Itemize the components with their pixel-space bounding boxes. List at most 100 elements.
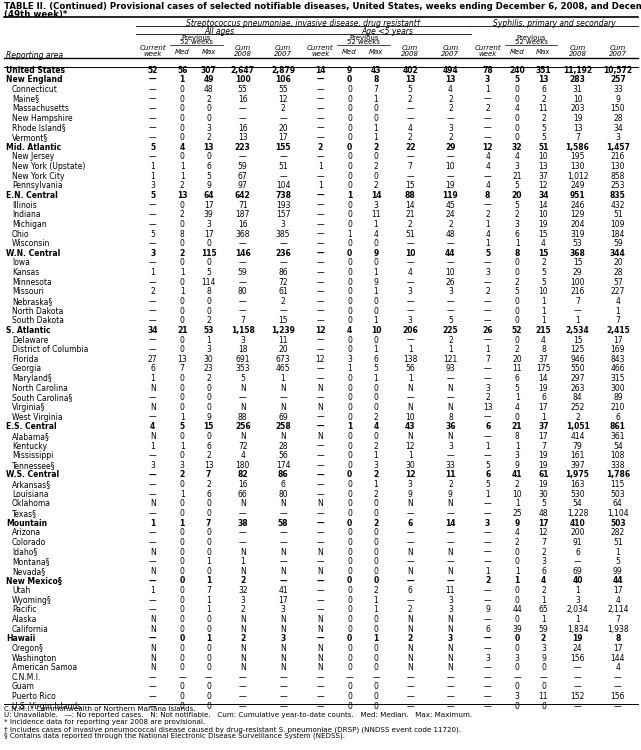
Text: 6: 6 bbox=[151, 364, 155, 374]
Text: 1: 1 bbox=[485, 220, 490, 229]
Text: N: N bbox=[280, 625, 286, 634]
Text: 2008: 2008 bbox=[234, 50, 252, 56]
Text: —: — bbox=[484, 586, 492, 595]
Text: 79: 79 bbox=[572, 442, 583, 451]
Text: 319: 319 bbox=[570, 230, 585, 238]
Text: 48: 48 bbox=[204, 85, 213, 94]
Text: 4: 4 bbox=[240, 452, 245, 460]
Text: 0: 0 bbox=[206, 259, 211, 268]
Text: 0: 0 bbox=[347, 307, 352, 316]
Text: 71: 71 bbox=[238, 200, 247, 209]
Text: 0: 0 bbox=[206, 538, 211, 547]
Text: 283: 283 bbox=[570, 75, 585, 84]
Text: 0: 0 bbox=[206, 114, 211, 123]
Text: 1: 1 bbox=[515, 500, 519, 508]
Text: —: — bbox=[406, 307, 414, 316]
Text: —: — bbox=[149, 278, 156, 286]
Text: 16: 16 bbox=[238, 480, 247, 489]
Text: 3: 3 bbox=[206, 345, 211, 354]
Text: 240: 240 bbox=[509, 66, 525, 75]
Text: —: — bbox=[149, 538, 156, 547]
Text: 0: 0 bbox=[180, 114, 185, 123]
Text: —: — bbox=[149, 114, 156, 123]
Text: 0: 0 bbox=[374, 432, 378, 441]
Text: —: — bbox=[484, 364, 492, 374]
Text: 8: 8 bbox=[485, 191, 490, 200]
Text: 3: 3 bbox=[347, 355, 352, 364]
Text: 4: 4 bbox=[408, 268, 413, 277]
Text: 503: 503 bbox=[610, 519, 626, 528]
Text: —: — bbox=[149, 94, 156, 104]
Text: 19: 19 bbox=[538, 384, 548, 393]
Text: 0: 0 bbox=[206, 152, 211, 161]
Text: —: — bbox=[149, 239, 156, 248]
Text: —: — bbox=[239, 528, 247, 537]
Text: 0: 0 bbox=[206, 653, 211, 662]
Text: 4: 4 bbox=[448, 85, 453, 94]
Text: N: N bbox=[150, 432, 156, 441]
Text: 20: 20 bbox=[613, 259, 622, 268]
Text: 1,228: 1,228 bbox=[567, 509, 588, 518]
Text: 184: 184 bbox=[611, 230, 625, 238]
Text: 0: 0 bbox=[515, 297, 519, 306]
Text: 2,647: 2,647 bbox=[231, 66, 254, 75]
Text: 1: 1 bbox=[179, 75, 185, 84]
Text: 59: 59 bbox=[238, 268, 247, 277]
Text: Current: Current bbox=[474, 46, 501, 52]
Text: 5: 5 bbox=[541, 268, 546, 277]
Text: 206: 206 bbox=[403, 326, 418, 335]
Text: 0: 0 bbox=[180, 278, 185, 286]
Text: 204: 204 bbox=[570, 220, 585, 229]
Text: 1: 1 bbox=[374, 134, 378, 142]
Text: N: N bbox=[317, 615, 323, 624]
Text: 1: 1 bbox=[318, 162, 322, 171]
Text: —: — bbox=[317, 287, 324, 296]
Text: 0: 0 bbox=[180, 239, 185, 248]
Text: 1: 1 bbox=[541, 316, 546, 326]
Text: 5: 5 bbox=[485, 249, 490, 258]
Text: 89: 89 bbox=[613, 393, 622, 402]
Text: 3: 3 bbox=[448, 596, 453, 604]
Text: 1: 1 bbox=[515, 567, 519, 576]
Text: 11: 11 bbox=[371, 210, 381, 219]
Text: 2: 2 bbox=[180, 210, 185, 219]
Text: N: N bbox=[150, 663, 156, 672]
Text: Vermont§: Vermont§ bbox=[12, 134, 48, 142]
Text: E.S. Central: E.S. Central bbox=[6, 422, 56, 431]
Text: —: — bbox=[317, 75, 324, 84]
Text: 10: 10 bbox=[538, 210, 548, 219]
Text: 28: 28 bbox=[613, 268, 622, 277]
Text: 1: 1 bbox=[374, 345, 378, 354]
Text: 0: 0 bbox=[180, 500, 185, 508]
Text: 0: 0 bbox=[180, 644, 185, 653]
Text: 1: 1 bbox=[485, 345, 490, 354]
Text: W.S. Central: W.S. Central bbox=[6, 470, 59, 479]
Text: —: — bbox=[317, 134, 324, 142]
Text: 0: 0 bbox=[347, 239, 352, 248]
Text: 9: 9 bbox=[374, 278, 378, 286]
Text: 5: 5 bbox=[541, 134, 546, 142]
Text: —: — bbox=[317, 94, 324, 104]
Text: 3: 3 bbox=[374, 460, 378, 470]
Text: —: — bbox=[406, 596, 414, 604]
Text: 3: 3 bbox=[515, 653, 519, 662]
Text: 37: 37 bbox=[538, 422, 549, 431]
Text: 7: 7 bbox=[374, 85, 378, 94]
Text: 99: 99 bbox=[613, 567, 622, 576]
Text: —: — bbox=[447, 152, 454, 161]
Text: 115: 115 bbox=[611, 480, 625, 489]
Text: 0: 0 bbox=[206, 432, 211, 441]
Text: 3: 3 bbox=[485, 653, 490, 662]
Text: Montana§: Montana§ bbox=[12, 557, 49, 566]
Text: 52: 52 bbox=[512, 326, 522, 335]
Text: New York City: New York City bbox=[12, 172, 65, 181]
Text: 0: 0 bbox=[206, 625, 211, 634]
Text: —: — bbox=[239, 682, 247, 692]
Text: —: — bbox=[178, 673, 186, 682]
Text: N: N bbox=[407, 403, 413, 412]
Text: 93: 93 bbox=[445, 364, 455, 374]
Text: —: — bbox=[317, 490, 324, 499]
Text: 236: 236 bbox=[275, 249, 291, 258]
Text: 0: 0 bbox=[347, 182, 352, 190]
Text: 26: 26 bbox=[483, 326, 493, 335]
